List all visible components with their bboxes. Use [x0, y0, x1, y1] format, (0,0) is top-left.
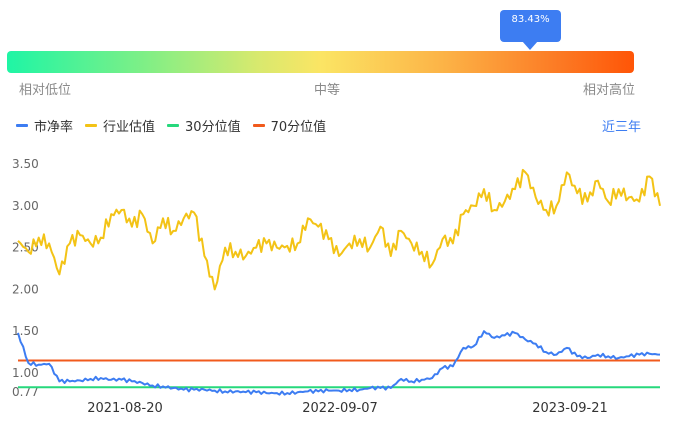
percentile-pointer [522, 41, 539, 50]
legend-swatch-p70 [252, 124, 265, 127]
valuation-gauge-bar [7, 51, 634, 73]
chart-legend: 市净率 行业估值 30分位值 70分位值 [16, 116, 326, 135]
y-tick-label: 1.50 [12, 324, 39, 338]
percentile-badge: 83.43% [500, 10, 562, 42]
legend-item-industry[interactable]: 行业估值 [85, 116, 155, 135]
legend-label-p30: 30分位值 [185, 120, 241, 135]
x-tick-label: 2022-09-07 [302, 401, 378, 416]
legend-swatch-p30 [167, 124, 180, 127]
gauge-label-high: 相对高位 [583, 83, 636, 98]
period-selector-button[interactable]: 近三年 [601, 120, 641, 135]
legend-label-p70: 70分位值 [270, 120, 327, 135]
y-tick-label: 1.00 [12, 366, 39, 380]
y-tick-label: 3.00 [12, 199, 39, 213]
y-tick-label: 2.00 [12, 282, 39, 296]
gauge-label-low: 相对低位 [19, 83, 72, 98]
x-tick-label: 2023-09-21 [532, 401, 608, 416]
gauge-label-mid: 中等 [314, 83, 341, 98]
legend-swatch-pb [16, 124, 28, 127]
y-tick-label: 0.77 [12, 385, 39, 399]
legend-swatch-industry [85, 124, 98, 127]
series-line-pb [17, 330, 661, 396]
legend-label-industry: 行业估值 [103, 120, 156, 135]
legend-item-p30[interactable]: 30分位值 [167, 116, 241, 135]
legend-item-pb[interactable]: 市净率 [16, 116, 73, 135]
y-tick-label: 3.50 [12, 157, 39, 171]
series-line-industry [17, 168, 661, 291]
percentile-value: 83.43% [511, 14, 550, 25]
legend-item-p70[interactable]: 70分位值 [252, 116, 327, 135]
x-tick-label: 2021-08-20 [87, 401, 163, 416]
legend-label-pb: 市净率 [34, 120, 74, 135]
